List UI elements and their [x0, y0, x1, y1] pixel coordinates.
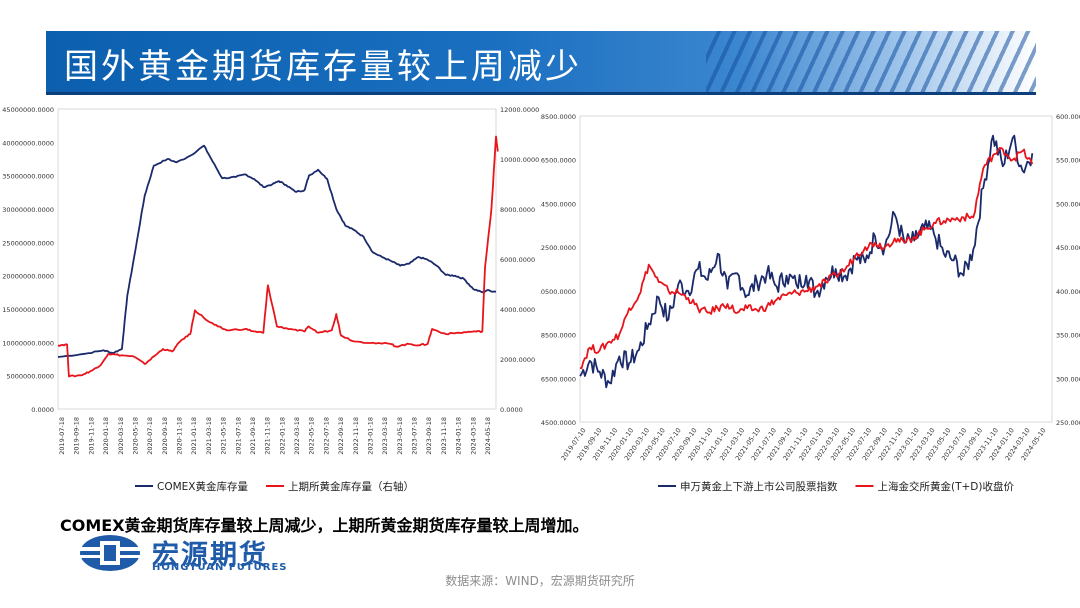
- right-tick-label: 550.0000: [1056, 157, 1080, 165]
- x-tick-label: 2020-03-18: [117, 417, 125, 455]
- series-line-1: [579, 147, 1034, 370]
- x-tick-label: 2022-01-18: [278, 417, 286, 455]
- left-tick-label: 18500.0000: [540, 113, 576, 121]
- right-tick-label: 600.0000: [1056, 113, 1080, 121]
- series-line-0: [579, 134, 1034, 389]
- left-tick-label: 6500.0000: [541, 375, 576, 383]
- x-tick-label: 2023-09-18: [425, 417, 433, 455]
- left-tick-label: 10000000.0000: [2, 339, 54, 347]
- x-tick-label: 2020-11-18: [176, 417, 184, 455]
- left-tick-label: 8500.0000: [541, 332, 576, 340]
- left-tick-label: 12500.0000: [540, 244, 576, 252]
- left-tick-label: 15000000.0000: [2, 306, 54, 314]
- right-tick-label: 4000.0000: [500, 306, 535, 314]
- right-tick-label: 250.0000: [1056, 419, 1080, 427]
- right-tick-label: 10000.0000: [500, 156, 539, 164]
- x-tick-label: 2022-05-18: [308, 417, 316, 455]
- x-tick-label: 2021-11-18: [264, 417, 272, 455]
- x-tick-label: 2023-03-18: [381, 417, 389, 455]
- x-tick-label: 2021-03-18: [205, 417, 213, 455]
- plot-frame: [579, 115, 1053, 423]
- right-tick-label: 400.0000: [1056, 288, 1080, 296]
- banner-underline: [46, 92, 1036, 95]
- x-tick-label: 2021-05-18: [220, 417, 228, 455]
- x-tick-label: 2023-11-18: [440, 417, 448, 455]
- x-tick-label: 2023-05-18: [396, 417, 404, 455]
- company-logo: 宏源期货 HONGYUAN FUTURES: [78, 533, 318, 573]
- left-tick-label: 4500.0000: [541, 419, 576, 427]
- x-tick-label: 2020-07-18: [146, 417, 154, 455]
- x-tick-label: 2020-05-18: [131, 417, 139, 455]
- summary-caption: COMEX黄金期货库存量较上周减少，上期所黄金期货库存量较上周增加。: [60, 516, 589, 535]
- x-tick-label: 2019-09-18: [73, 417, 81, 455]
- x-tick-label: 2023-07-18: [411, 417, 419, 455]
- legend-label: 上期所黄金库存量（右轴）: [288, 480, 414, 493]
- x-tick-label: 2021-07-18: [234, 417, 242, 455]
- plot-frame: [57, 108, 497, 410]
- x-tick-label: 2022-11-18: [352, 417, 360, 455]
- right-tick-label: 350.0000: [1056, 332, 1080, 340]
- logo-english-name: HONGYUAN FUTURES: [152, 562, 288, 573]
- right-tick-label: 0.0000: [500, 406, 523, 414]
- banner-stripes: [706, 31, 1036, 95]
- x-tick-label: 2022-09-18: [337, 417, 345, 455]
- x-tick-label: 2024-03-18: [469, 417, 477, 455]
- x-tick-label: 2024-05-18: [484, 417, 492, 455]
- data-source: 数据来源：WIND，宏源期货研究所: [445, 574, 635, 588]
- legend-label: 上海金交所黄金(T+D)收盘价: [878, 480, 1015, 493]
- right-tick-label: 2000.0000: [500, 356, 535, 364]
- right-tick-label: 500.0000: [1056, 200, 1080, 208]
- x-tick-label: 2021-09-18: [249, 417, 257, 455]
- x-tick-label: 2021-01-18: [190, 417, 198, 455]
- title-banner: 国外黄金期货库存量较上周减少: [46, 31, 1036, 95]
- legend-label: 申万黄金上下游上市公司股票指数: [680, 480, 838, 493]
- series-line-0: [57, 144, 497, 358]
- logo-chinese-name: 宏源期货: [152, 540, 268, 571]
- right-tick-label: 12000.0000: [500, 106, 539, 114]
- x-tick-label: 2022-03-18: [293, 417, 301, 455]
- x-tick-label: 2019-11-18: [87, 417, 95, 455]
- right-tick-label: 300.0000: [1056, 375, 1080, 383]
- left-tick-label: 14500.0000: [540, 200, 576, 208]
- x-tick-label: 2022-07-18: [322, 417, 330, 455]
- left-tick-label: 0.0000: [31, 406, 54, 414]
- series-line-1: [57, 135, 499, 378]
- x-tick-label: 2023-01-18: [366, 417, 374, 455]
- logo-mark-icon: [80, 535, 140, 571]
- left-tick-label: 16500.0000: [540, 157, 576, 165]
- left-tick-label: 5000000.0000: [6, 373, 54, 381]
- x-tick-label: 2024-01-18: [455, 417, 463, 455]
- left-tick-label: 35000000.0000: [2, 173, 54, 181]
- left-tick-label: 10500.0000: [540, 288, 576, 296]
- left-tick-label: 45000000.0000: [2, 106, 54, 114]
- left-tick-label: 20000000.0000: [2, 273, 54, 281]
- chart-gold-index-price: 18500.0000 16500.0000 14500.0000 12500.0000…: [540, 113, 1080, 493]
- left-tick-label: 25000000.0000: [2, 239, 54, 247]
- chart-comex-shfe-inventory: 45000000.0000 40000000.0000 35000000.0000 3…: [2, 106, 539, 493]
- left-tick-label: 30000000.0000: [2, 206, 54, 214]
- right-tick-label: 6000.0000: [500, 256, 535, 264]
- right-tick-label: 450.0000: [1056, 244, 1080, 252]
- x-tick-label: 2020-09-18: [161, 417, 169, 455]
- x-tick-label: 2020-01-18: [102, 417, 110, 455]
- page-title: 国外黄金期货库存量较上周减少: [64, 47, 582, 87]
- left-tick-label: 40000000.0000: [2, 139, 54, 147]
- right-tick-label: 8000.0000: [500, 206, 535, 214]
- x-tick-label: 2019-07-18: [58, 417, 66, 455]
- legend-label: COMEX黄金库存量: [157, 480, 248, 493]
